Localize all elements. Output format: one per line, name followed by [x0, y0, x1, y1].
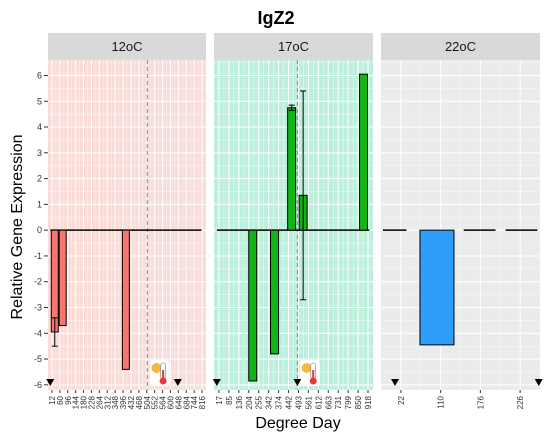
- x-tick-label: 255: [255, 395, 264, 409]
- y-tick-label: 2: [37, 174, 42, 184]
- x-tick-label: 731: [334, 395, 343, 409]
- y-tick-label: 3: [37, 148, 42, 158]
- x-tick-label: 648: [174, 395, 183, 409]
- y-tick-label: 0: [37, 225, 42, 235]
- x-tick-label: 744: [190, 395, 199, 409]
- y-tick-label: 4: [37, 122, 42, 132]
- y-axis-label: Relative Gene Expression: [9, 135, 26, 320]
- facet-strip: [214, 33, 373, 60]
- x-tick-label: 348: [111, 395, 120, 409]
- y-tick-label: -2: [34, 277, 42, 287]
- bar: [121, 229, 130, 370]
- x-tick-label: 176: [476, 395, 485, 409]
- x-tick-label: 96: [64, 395, 73, 404]
- y-tick-label: 5: [37, 96, 42, 106]
- bar: [359, 73, 369, 231]
- x-tick-label: 228: [87, 395, 96, 409]
- x-tick-label: 816: [198, 395, 207, 409]
- y-tick-label: -1: [34, 251, 42, 261]
- facet-strip: [381, 33, 540, 60]
- x-tick-label: 561: [304, 395, 313, 409]
- x-tick-label: 396: [119, 395, 128, 409]
- x-tick-label: 442: [285, 395, 294, 409]
- thermometer-icon: [149, 360, 170, 386]
- x-tick-label: 312: [103, 395, 112, 409]
- bar: [248, 229, 258, 382]
- x-tick-label: 342: [265, 395, 274, 409]
- x-tick-label: 136: [235, 395, 244, 409]
- bar: [58, 229, 67, 327]
- arrow-marker-icon: [212, 379, 221, 386]
- x-tick-label: 85: [225, 395, 234, 404]
- chart-title: IgZ2: [257, 8, 294, 28]
- facet-strip-label: 12oC: [111, 39, 142, 54]
- x-tick-label: 504: [143, 395, 152, 409]
- arrow-marker-icon: [173, 379, 182, 386]
- facet-panel: 17oC 17 85 136 204 255 342 374 442 493 561 612 663 73…: [212, 33, 373, 409]
- x-tick-label: 180: [80, 395, 89, 409]
- x-tick-label: 799: [344, 395, 353, 409]
- x-tick-label: 264: [95, 395, 104, 409]
- facet-strip: [48, 33, 206, 60]
- x-tick-label: 850: [354, 395, 363, 409]
- y-tick-label: 6: [37, 70, 42, 80]
- x-tick-label: 600: [166, 395, 175, 409]
- arrow-marker-icon: [46, 379, 55, 386]
- x-tick-label: 144: [72, 395, 81, 409]
- x-tick-label: 22: [397, 395, 406, 404]
- x-tick-label: 564: [159, 395, 168, 409]
- y-tick-label: -5: [34, 354, 42, 364]
- x-tick-label: 374: [275, 395, 284, 409]
- thermometer-icon: [299, 360, 320, 386]
- arrow-marker-icon: [390, 379, 399, 386]
- x-tick-label: 918: [364, 395, 373, 409]
- facet-panel: 12oC 126096144180228264312348396432468504…: [46, 33, 207, 409]
- bar: [50, 229, 59, 333]
- x-tick-label: 204: [245, 395, 254, 409]
- y-tick-label: -4: [34, 328, 42, 338]
- facet-strip-label: 17oC: [278, 39, 309, 54]
- arrow-marker-icon: [534, 379, 543, 386]
- x-tick-label: 663: [324, 395, 333, 409]
- facet-panel: 22oC 22 110 176 226: [381, 33, 543, 409]
- arrow-marker-icon: [293, 379, 302, 386]
- x-tick-label: 17: [215, 395, 224, 404]
- plot-area: -6-5-4-3-2-1012345612oC12609614418022826…: [34, 33, 543, 409]
- bar: [287, 107, 297, 231]
- x-tick-label: 226: [516, 395, 525, 409]
- y-tick-label: -6: [34, 380, 42, 390]
- y-tick-label: -3: [34, 303, 42, 313]
- facet-strip-label: 22oC: [445, 39, 476, 54]
- x-tick-label: 432: [127, 395, 136, 409]
- x-axis-label: Degree Day: [255, 415, 340, 432]
- bar: [419, 229, 455, 346]
- x-tick-label: 552: [151, 395, 160, 409]
- x-tick-label: 110: [437, 395, 446, 408]
- x-tick-label: 684: [182, 395, 191, 409]
- x-tick-label: 493: [294, 395, 303, 409]
- x-tick-label: 60: [56, 395, 65, 404]
- x-tick-label: 612: [314, 395, 323, 409]
- bar: [270, 229, 280, 355]
- x-tick-label: 12: [48, 395, 57, 404]
- y-tick-label: 1: [37, 199, 42, 209]
- x-tick-label: 468: [135, 395, 144, 409]
